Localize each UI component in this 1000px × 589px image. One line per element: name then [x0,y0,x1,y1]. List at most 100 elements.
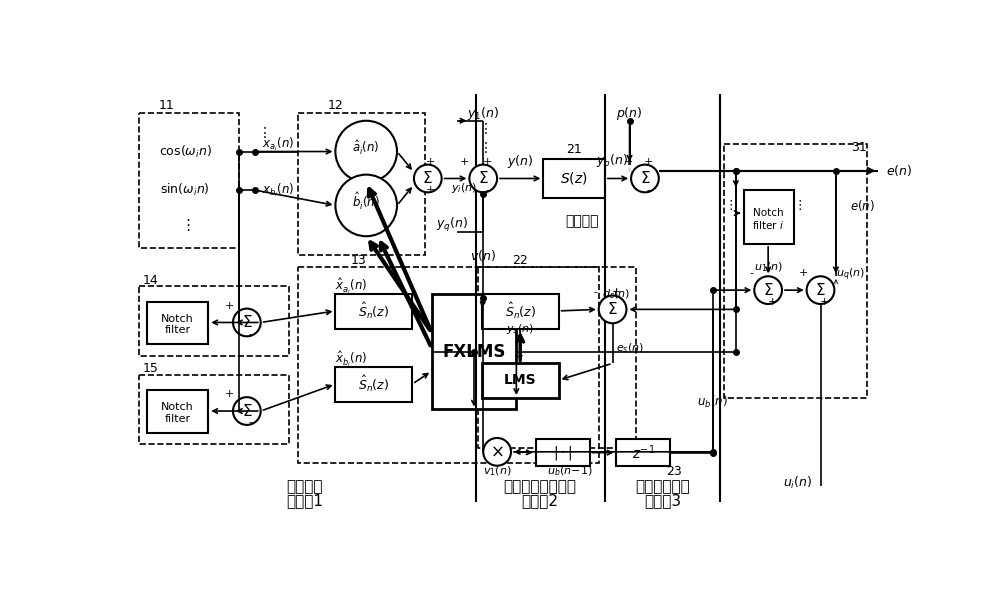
Text: +: + [482,157,492,167]
Text: 31: 31 [851,141,867,154]
Text: +: + [767,297,777,307]
Text: 子系统3: 子系统3 [644,493,681,508]
Text: FXLMS: FXLMS [442,343,506,360]
Circle shape [599,296,626,323]
Text: $\sin(\omega_i n)$: $\sin(\omega_i n)$ [160,182,210,198]
Text: $u_q(n)$: $u_q(n)$ [836,267,865,283]
Text: $y_1(n)$: $y_1(n)$ [467,104,499,121]
Text: $\vdots$: $\vdots$ [257,125,267,140]
Text: LMS: LMS [504,373,537,387]
Text: $e(n)$: $e(n)$ [886,163,912,178]
Text: $\Sigma$: $\Sigma$ [607,302,618,317]
Text: 子系统1: 子系统1 [286,493,323,508]
Bar [298,113,425,256]
Text: $x_{b_i}(n)$: $x_{b_i}(n)$ [262,181,295,199]
Text: $y_q(n)$: $y_q(n)$ [436,216,468,234]
Text: +: + [644,157,653,167]
Text: $\hat{b}_i(n)$: $\hat{b}_i(n)$ [352,191,380,212]
Bar [482,294,559,329]
Bar [335,367,412,402]
Circle shape [335,174,397,236]
Bar [432,294,516,409]
Text: +: + [612,287,621,297]
Text: 13: 13 [351,254,367,267]
Text: $|\cdot|$: $|\cdot|$ [553,444,572,462]
Circle shape [807,276,834,304]
Text: filter: filter [164,325,191,335]
Text: $u_i(n)$: $u_i(n)$ [783,475,812,491]
Bar [139,286,289,356]
Text: $\Sigma$: $\Sigma$ [242,315,252,330]
Text: filter: filter [164,413,191,423]
Text: Notch: Notch [753,208,783,218]
Text: -: - [749,268,753,278]
Text: +: + [425,185,435,195]
Text: $\hat{S}_n(z)$: $\hat{S}_n(z)$ [358,301,390,321]
Text: -: - [485,185,489,195]
Text: +: + [425,157,435,167]
Circle shape [483,438,511,466]
Bar [482,363,559,398]
Text: $\hat{x}_{a_i}(n)$: $\hat{x}_{a_i}(n)$ [335,276,368,296]
Text: -: - [647,185,651,195]
Text: 12: 12 [328,99,343,112]
Text: $v_1(n)$: $v_1(n)$ [483,464,511,478]
Bar [147,302,208,344]
Text: $d_s(n)$: $d_s(n)$ [602,287,631,301]
Text: +: + [623,157,633,167]
Text: 14: 14 [143,274,159,287]
Text: 次级通道在线辨识: 次级通道在线辨识 [503,479,576,494]
Text: 子系统2: 子系统2 [521,493,558,508]
Text: $u_b(n)$: $u_b(n)$ [697,393,728,410]
Text: $\Sigma$: $\Sigma$ [815,282,826,298]
Text: -: - [594,287,598,297]
Text: $z^{-1}$: $z^{-1}$ [632,444,655,462]
Text: -: - [249,329,253,339]
Text: $\Sigma$: $\Sigma$ [422,170,433,187]
Text: $y_i(n)$: $y_i(n)$ [451,181,477,195]
Text: 22: 22 [512,254,528,267]
Text: $\cos(\omega_i n)$: $\cos(\omega_i n)$ [159,144,212,160]
Text: $y_s(n)$: $y_s(n)$ [506,322,534,336]
Text: 信号合成: 信号合成 [286,479,323,494]
Text: $u_1(n)$: $u_1(n)$ [754,260,783,274]
Bar [139,375,289,444]
Circle shape [233,309,261,336]
Text: $\Sigma$: $\Sigma$ [763,282,773,298]
Bar [744,190,794,244]
Text: $\vdots$: $\vdots$ [478,121,488,136]
Bar [616,439,670,466]
Text: $\vdots$: $\vdots$ [724,198,733,213]
Circle shape [335,121,397,183]
Text: $x_{a_i}(n)$: $x_{a_i}(n)$ [262,135,294,153]
Text: $\hat{S}_n(z)$: $\hat{S}_n(z)$ [505,301,536,321]
Text: filter $i$: filter $i$ [752,219,784,231]
Text: 次级通道: 次级通道 [565,214,599,228]
Text: $\vdots$: $\vdots$ [793,198,802,213]
Circle shape [469,164,497,193]
Text: 23: 23 [666,465,682,478]
Text: $e_s(n)$: $e_s(n)$ [616,341,644,355]
Text: $\hat{a}_i(n)$: $\hat{a}_i(n)$ [352,138,380,157]
Text: $S(z)$: $S(z)$ [560,170,588,187]
Text: $y_p(n)$: $y_p(n)$ [596,153,629,171]
Text: 残余噪声分离: 残余噪声分离 [635,479,690,494]
Bar [543,159,605,198]
Text: $u_b(n{-}1)$: $u_b(n{-}1)$ [547,464,593,478]
Bar [147,391,208,432]
Bar [536,439,590,466]
Text: $\vdots$: $\vdots$ [180,217,190,233]
Text: $\hat{x}_{b_i}(n)$: $\hat{x}_{b_i}(n)$ [335,350,368,369]
Circle shape [233,397,261,425]
Text: $p(n)$: $p(n)$ [616,104,643,121]
Text: +: + [225,300,235,310]
Text: -: - [249,418,253,428]
Circle shape [631,164,659,193]
Text: $\Sigma$: $\Sigma$ [640,170,650,187]
Text: +: + [799,268,808,278]
Text: +: + [459,157,469,167]
Bar [478,267,636,448]
Text: 15: 15 [143,362,159,375]
Text: $y(n)$: $y(n)$ [507,153,533,170]
Text: +: + [820,297,829,307]
